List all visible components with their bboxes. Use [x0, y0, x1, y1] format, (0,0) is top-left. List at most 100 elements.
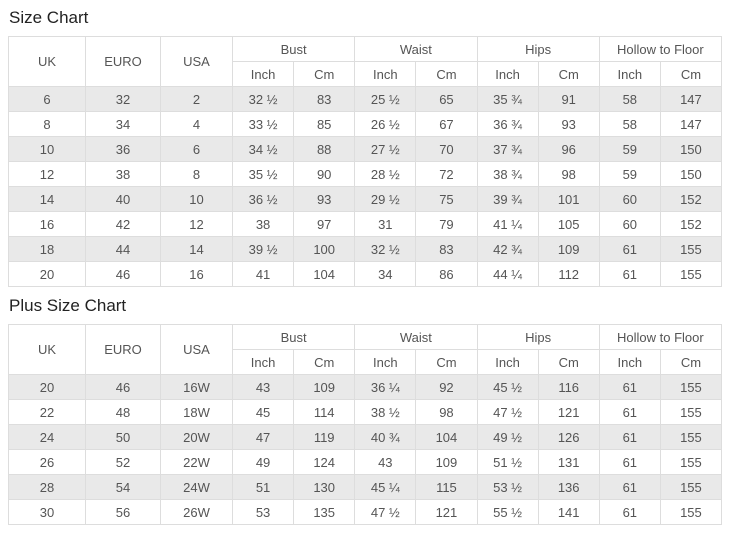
column-subheader-hollow-to-floor-cm: Cm — [659, 349, 723, 375]
table-cell: 35 ¾ — [476, 86, 539, 112]
column-subheader-bust-cm: Cm — [293, 61, 356, 87]
table-cell: 55 ½ — [476, 499, 539, 525]
table-cell: 59 — [598, 161, 661, 187]
table-row: 6 32 2 32 ½ 83 25 ½ 65 35 ¾ 91 58 147 — [8, 86, 723, 112]
table-cell: 26W — [160, 499, 233, 525]
table-cell: 109 — [293, 374, 356, 400]
table-row: 22 48 18W 45 114 38 ½ 98 47 ½ 121 61 155 — [8, 399, 723, 425]
table-cell: 131 — [537, 449, 600, 475]
table-cell: 155 — [659, 374, 723, 400]
column-group-hips: Hips — [476, 36, 600, 62]
table-cell: 135 — [293, 499, 356, 525]
column-group-hips: Hips — [476, 324, 600, 350]
table-cell: 61 — [598, 424, 661, 450]
column-group-hollow-to-floor: Hollow to Floor — [598, 324, 723, 350]
table-cell: 20W — [160, 424, 233, 450]
table-cell: 141 — [537, 499, 600, 525]
column-subheader-bust-inch: Inch — [231, 61, 295, 87]
table-cell: 115 — [415, 474, 478, 500]
table-cell: 48 — [85, 399, 161, 425]
table-cell: 25 ½ — [354, 86, 417, 112]
column-subheader-hips-cm: Cm — [537, 61, 600, 87]
table-cell: 61 — [598, 261, 661, 287]
table-cell: 24 — [8, 424, 86, 450]
table-cell: 104 — [415, 424, 478, 450]
table-cell: 155 — [659, 499, 723, 525]
table-row: 14 40 10 36 ½ 93 29 ½ 75 39 ¾ 101 60 152 — [8, 186, 723, 212]
table-cell: 14 — [160, 236, 233, 262]
column-group-waist: Waist — [354, 36, 478, 62]
table-cell: 28 — [8, 474, 86, 500]
table-cell: 47 ½ — [354, 499, 417, 525]
table-cell: 18W — [160, 399, 233, 425]
table-cell: 34 — [85, 111, 161, 137]
table-cell: 22W — [160, 449, 233, 475]
table-cell: 31 — [354, 211, 417, 237]
column-subheader-hollow-to-floor-cm: Cm — [659, 61, 723, 87]
table-cell: 61 — [598, 236, 661, 262]
table-cell: 70 — [415, 136, 478, 162]
table-cell: 14 — [8, 186, 86, 212]
table-cell: 29 ½ — [354, 186, 417, 212]
column-subheader-waist-cm: Cm — [415, 349, 478, 375]
table-cell: 44 ¼ — [476, 261, 539, 287]
table-cell: 16 — [160, 261, 233, 287]
table-cell: 155 — [659, 261, 723, 287]
table-cell: 38 ½ — [354, 399, 417, 425]
table-cell: 121 — [537, 399, 600, 425]
table-cell: 45 ½ — [476, 374, 539, 400]
table-cell: 56 — [85, 499, 161, 525]
table-cell: 41 ¼ — [476, 211, 539, 237]
table-cell: 65 — [415, 86, 478, 112]
table-cell: 49 ½ — [476, 424, 539, 450]
column-header-euro: EURO — [85, 36, 161, 87]
column-subheader-waist-inch: Inch — [354, 61, 417, 87]
table-cell: 93 — [537, 111, 600, 137]
table-cell: 43 — [354, 449, 417, 475]
table-cell: 32 — [85, 86, 161, 112]
table-row: 12 38 8 35 ½ 90 28 ½ 72 38 ¾ 98 59 150 — [8, 161, 723, 187]
table-cell: 126 — [537, 424, 600, 450]
table-cell: 24W — [160, 474, 233, 500]
table-cell: 8 — [8, 111, 86, 137]
table-cell: 124 — [293, 449, 356, 475]
table-cell: 121 — [415, 499, 478, 525]
header-row-groups: UK EURO USA Bust Waist Hips Hollow to Floor — [8, 324, 723, 375]
table-row: 8 34 4 33 ½ 85 26 ½ 67 36 ¾ 93 58 147 — [8, 111, 723, 137]
table-cell: 42 — [85, 211, 161, 237]
header-row-groups: UK EURO USA Bust Waist Hips Hollow to Floor — [8, 36, 723, 87]
column-group-bust: Bust — [231, 324, 356, 350]
table-cell: 86 — [415, 261, 478, 287]
table-cell: 98 — [537, 161, 600, 187]
header-row-units: Inch Cm Inch Cm Inch Cm Inch Cm — [9, 61, 723, 87]
column-subheader-hips-cm: Cm — [537, 349, 600, 375]
header-row-units: Inch Cm Inch Cm Inch Cm Inch Cm — [9, 349, 723, 375]
table-cell: 116 — [537, 374, 600, 400]
table-cell: 22 — [8, 399, 86, 425]
table-header: UK EURO USA Bust Waist Hips Hollow to Floor Inc… — [8, 324, 723, 375]
table-cell: 36 ¾ — [476, 111, 539, 137]
column-subheader-hollow-to-floor-inch: Inch — [598, 61, 661, 87]
table-cell: 26 — [8, 449, 86, 475]
table-cell: 85 — [293, 111, 356, 137]
table-cell: 10 — [160, 186, 233, 212]
table-cell: 112 — [537, 261, 600, 287]
table-cell: 60 — [598, 211, 661, 237]
table-cell: 40 — [85, 186, 161, 212]
table-cell: 30 — [8, 499, 86, 525]
table-cell: 147 — [659, 111, 723, 137]
table-cell: 54 — [85, 474, 161, 500]
table-cell: 152 — [659, 211, 723, 237]
table-cell: 83 — [415, 236, 478, 262]
table-row: 18 44 14 39 ½ 100 32 ½ 83 42 ¾ 109 61 155 — [8, 236, 723, 262]
table-cell: 72 — [415, 161, 478, 187]
table-cell: 109 — [415, 449, 478, 475]
table-cell: 93 — [293, 186, 356, 212]
table-row: 30 56 26W 53 135 47 ½ 121 55 ½ 141 61 155 — [8, 499, 723, 525]
table-cell: 61 — [598, 449, 661, 475]
table-cell: 96 — [537, 136, 600, 162]
table-cell: 150 — [659, 161, 723, 187]
table-cell: 36 ½ — [231, 186, 295, 212]
table-cell: 52 — [85, 449, 161, 475]
table-cell: 27 ½ — [354, 136, 417, 162]
